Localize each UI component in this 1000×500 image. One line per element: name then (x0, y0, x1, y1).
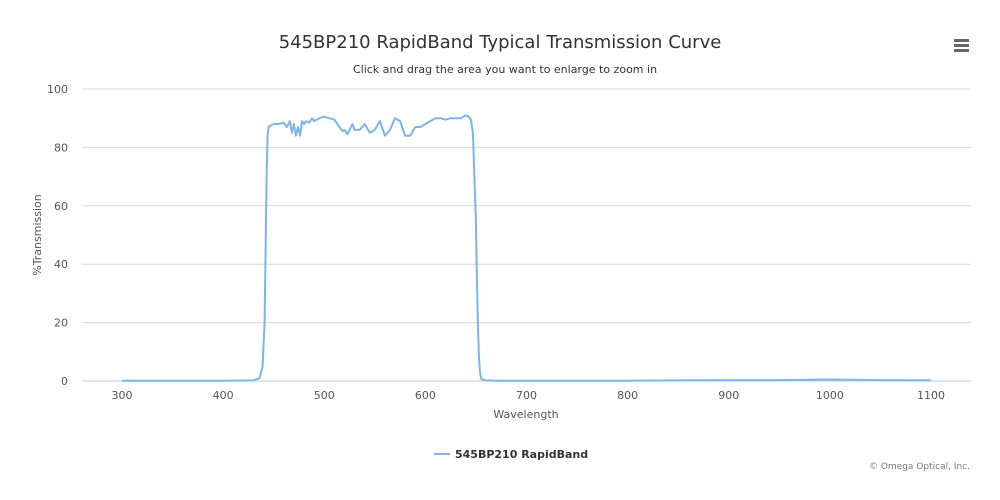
x-tick-label: 300 (112, 389, 133, 402)
x-tick-label: 800 (617, 389, 638, 402)
x-tick-label: 600 (415, 389, 436, 402)
y-tick-label: 20 (54, 317, 68, 330)
x-axis-ticks: 300 400 500 600 700 800 900 1000 1100 (112, 389, 946, 402)
legend-item[interactable]: 545BP210 RapidBand (434, 448, 588, 461)
y-tick-label: 40 (54, 258, 68, 271)
y-tick-label: 100 (47, 83, 68, 96)
y-axis-ticks: 0 20 40 60 80 100 (47, 83, 68, 388)
x-tick-label: 700 (516, 389, 537, 402)
x-tick-label: 400 (213, 389, 234, 402)
x-tick-label: 500 (314, 389, 335, 402)
x-axis-title: Wavelength (493, 408, 558, 421)
x-tick-label: 1000 (816, 389, 844, 402)
hamburger-menu-icon (954, 39, 969, 52)
chart-subtitle: Click and drag the area you want to enla… (353, 63, 657, 76)
y-tick-label: 60 (54, 200, 68, 213)
legend-label: 545BP210 RapidBand (455, 448, 588, 461)
series-line[interactable] (122, 114, 932, 382)
x-tick-label: 1100 (917, 389, 945, 402)
grid (82, 88, 971, 324)
x-tick-label: 900 (718, 389, 739, 402)
chart-title: 545BP210 RapidBand Typical Transmission … (279, 32, 722, 53)
context-menu-button[interactable] (948, 34, 976, 56)
y-tick-label: 0 (61, 375, 68, 388)
y-tick-label: 80 (54, 141, 68, 154)
y-axis-title: %Transmission (31, 194, 44, 276)
credits[interactable]: © Omega Optical, Inc. (869, 462, 970, 472)
series-layer (122, 114, 932, 382)
